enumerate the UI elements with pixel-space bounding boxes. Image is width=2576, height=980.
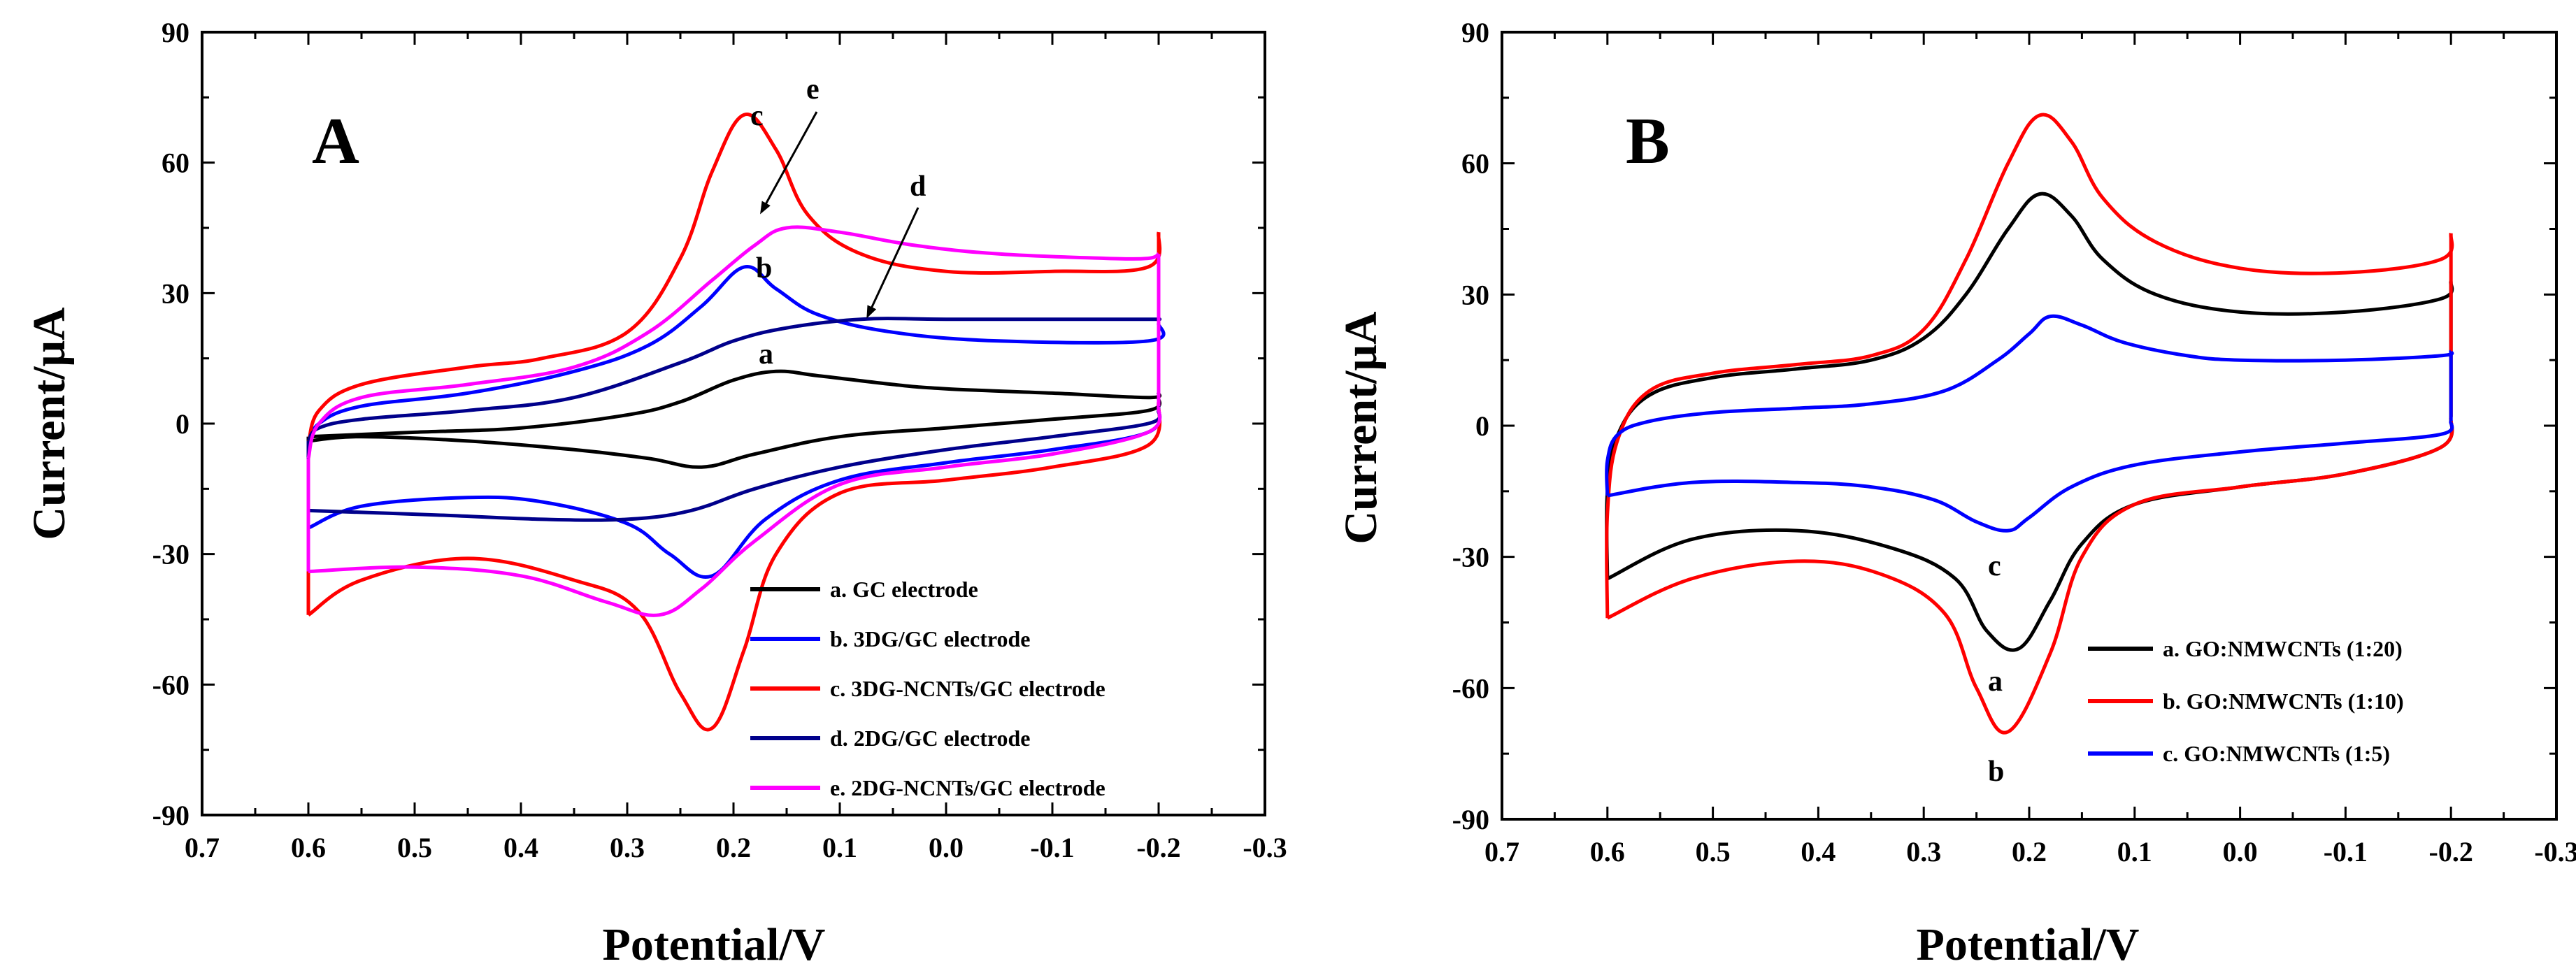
arrow-e [760, 111, 818, 215]
arrow-d [866, 207, 920, 319]
curve-label-a: a [759, 338, 773, 370]
y-axis-title: Current/μA [1336, 311, 1387, 544]
x-tick-label: 0.7 [185, 832, 220, 863]
curves [306, 113, 1166, 732]
x-tick-label: -0.1 [2324, 836, 2368, 867]
y-tick-label: 90 [162, 17, 189, 48]
x-tick-label: 0.1 [822, 832, 857, 863]
x-ticks: 0.7 0.6 0.5 0.4 0.3 0.2 0.1 0.0 -0.1 -0.2 -0.3 [185, 32, 1287, 863]
y-ticks: -90 -60 -30 0 30 60 90 [152, 17, 1265, 831]
x-tick-label: -0.2 [2429, 836, 2473, 867]
y-tick-label: -60 [1452, 672, 1489, 704]
y-tick-label: 60 [162, 147, 189, 179]
legend-label-e: e. 2DG-NCNTs/GC electrode [830, 775, 1105, 800]
panel-letter: B [1626, 105, 1670, 178]
x-tick-label: -0.2 [1136, 832, 1180, 863]
y-tick-label: 60 [1461, 148, 1489, 180]
y-tick-label: -30 [152, 539, 189, 570]
x-tick-label: 0.0 [929, 832, 964, 863]
x-tick-label: 0.6 [291, 832, 326, 863]
legend-label-c: c. GO:NMWCNTs (1:5) [2163, 741, 2390, 766]
y-tick-label: -30 [1452, 542, 1489, 573]
x-axis-title: Potential/V [603, 919, 826, 970]
x-tick-label: -0.3 [2534, 836, 2576, 867]
y-tick-label: -90 [1452, 804, 1489, 835]
series-b-forward-scan [306, 264, 1166, 447]
series-a-forward-scan [308, 369, 1162, 439]
curves [1605, 113, 2454, 735]
y-tick-label: 0 [176, 408, 189, 440]
y-tick-label: 0 [1475, 410, 1489, 442]
curve-label-b: b [756, 252, 772, 284]
curve-label-a: a [1988, 665, 2003, 698]
x-tick-label: 0.3 [610, 832, 645, 863]
series-c-reverse-scan [1607, 420, 2454, 533]
x-tick-label: 0.5 [397, 832, 432, 863]
series-c-forward-scan [306, 113, 1162, 446]
x-tick-label: -0.1 [1030, 832, 1074, 863]
x-tick-label: -0.3 [1243, 832, 1287, 863]
x-tick-label: 0.7 [1484, 836, 1519, 867]
series-b-forward-scan [1605, 113, 2454, 619]
series-c-forward-scan [1605, 314, 2454, 496]
x-tick-label: 0.2 [2012, 836, 2047, 867]
x-tick-label: 0.2 [716, 832, 751, 863]
curve-label-b: b [1988, 756, 2004, 788]
series-a-reverse-scan [308, 396, 1162, 469]
x-tick-label: 0.5 [1696, 836, 1731, 867]
legend-label-a: a. GC electrode [830, 577, 978, 602]
legend-label-d: d. 2DG/GC electrode [830, 726, 1030, 751]
x-tick-label: 0.3 [1906, 836, 1941, 867]
y-axis-title: Current/μA [24, 307, 75, 540]
x-tick-label: 0.4 [1801, 836, 1836, 867]
series-e-forward-scan [306, 225, 1160, 459]
legend-label-b: b. 3DG/GC electrode [830, 626, 1030, 651]
y-tick-label: 90 [1461, 17, 1489, 48]
curve-label-c: c [750, 100, 764, 132]
legend-label-b: b. GO:NMWCNTs (1:10) [2163, 689, 2404, 714]
y-tick-label: 30 [1461, 279, 1489, 310]
y-tick-label: -90 [152, 800, 189, 831]
series-b-reverse-scan [1606, 416, 2454, 735]
plot-frame [201, 31, 1266, 816]
curve-label-e: e [806, 73, 820, 106]
series-a-forward-scan [1605, 192, 2454, 579]
legend-label-c: c. 3DG-NCNTs/GC electrode [830, 676, 1105, 701]
y-tick-label: 30 [162, 278, 189, 309]
legend: a. GC electrode b. 3DG/GC electrode c. 3DG… [750, 577, 1105, 800]
curve-label-c: c [1988, 550, 2001, 582]
x-tick-label: 0.4 [503, 832, 538, 863]
series-a-reverse-scan [1606, 416, 2454, 652]
curve-label-d: d [910, 171, 926, 203]
series-d-reverse-scan [308, 409, 1162, 522]
legend: a. GO:NMWCNTs (1:20) b. GO:NMWCNTs (1:10)… [2088, 636, 2404, 766]
x-tick-label: 0.0 [2223, 836, 2258, 867]
series-e-reverse-scan [308, 405, 1162, 617]
series-c-reverse-scan [307, 401, 1162, 732]
series-d-forward-scan [306, 317, 1162, 442]
legend-label-a: a. GO:NMWCNTs (1:20) [2163, 636, 2403, 661]
x-axis-title: Potential/V [1917, 919, 2140, 970]
x-tick-label: 0.1 [2117, 836, 2152, 867]
panel-letter: A [312, 105, 359, 178]
x-tick-label: 0.6 [1590, 836, 1625, 867]
y-tick-label: -60 [152, 669, 189, 700]
x-ticks: 0.7 0.6 0.5 0.4 0.3 0.2 0.1 0.0 -0.1 -0.2 -0.3 [1484, 32, 2576, 867]
y-ticks: -90 -60 -30 0 30 60 90 [1452, 17, 2556, 835]
